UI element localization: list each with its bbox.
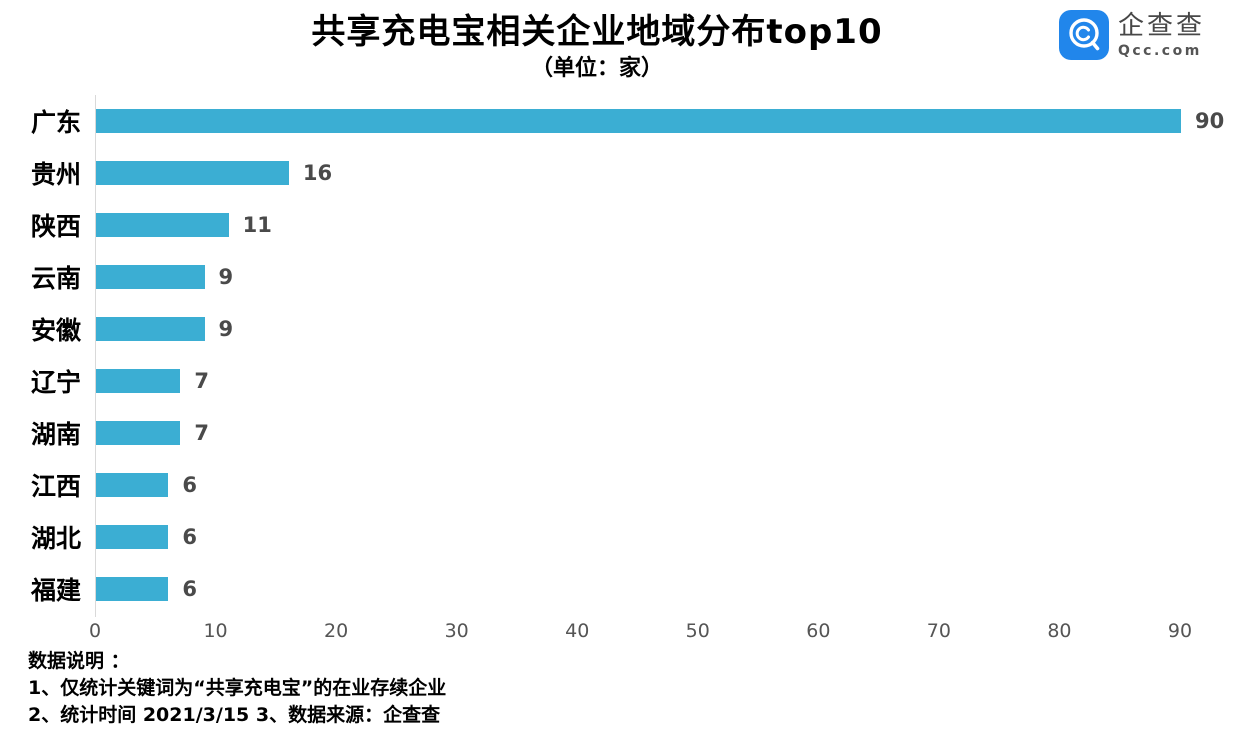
bar-track: 6 xyxy=(96,525,1244,549)
bar-row: 安徽 9 xyxy=(0,303,1244,355)
bar-row: 广东 90 xyxy=(0,95,1244,147)
bar-rows: 广东 90 贵州 16 陕西 11 云南 9 安徽 9 辽宁 7 湖南 7 江西 6 湖北 6 福建 6 xyxy=(0,95,1244,615)
category-label: 安徽 xyxy=(30,316,81,345)
bar-track: 6 xyxy=(96,577,1244,601)
bar xyxy=(96,161,289,185)
category-label: 湖北 xyxy=(30,524,81,553)
qcc-logo-text: 企查查 Qcc.com xyxy=(1118,11,1205,60)
bar-row: 辽宁 7 xyxy=(0,355,1244,407)
value-label: 9 xyxy=(218,317,234,341)
category-label: 湖南 xyxy=(30,420,81,449)
x-tick-label: 20 xyxy=(324,620,349,642)
bar-row: 湖北 6 xyxy=(0,511,1244,563)
bar xyxy=(96,317,205,341)
bar xyxy=(96,525,169,549)
bar xyxy=(96,577,169,601)
bar-row: 贵州 16 xyxy=(0,147,1244,199)
bar xyxy=(96,473,169,497)
bar-row: 云南 9 xyxy=(0,251,1244,303)
value-label: 90 xyxy=(1195,109,1225,133)
x-tick-label: 30 xyxy=(444,620,469,642)
qcc-logo-name-cn: 企查查 xyxy=(1117,10,1205,41)
bar-row: 陕西 11 xyxy=(0,199,1244,251)
bar-chart: 广东 90 贵州 16 陕西 11 云南 9 安徽 9 辽宁 7 湖南 7 江西 6 湖北 6 福建 6 xyxy=(0,95,1244,617)
bar-row: 江西 6 xyxy=(0,459,1244,511)
value-label: 6 xyxy=(182,577,197,601)
value-label: 7 xyxy=(194,369,209,393)
bar-track: 9 xyxy=(96,265,1244,289)
qcc-logo: 企查查 Qcc.com xyxy=(1058,10,1205,60)
data-notes: 数据说明 ： 1、仅统计关键词为“共享充电宝”的在业存续企业 2、统计时间 2021… xyxy=(28,648,446,729)
value-label: 7 xyxy=(194,421,209,445)
category-label: 云南 xyxy=(30,264,81,293)
bar xyxy=(96,109,1181,133)
x-tick-label: 60 xyxy=(806,620,831,642)
bar-track: 11 xyxy=(96,213,1244,237)
value-label: 11 xyxy=(242,213,272,237)
x-tick-label: 90 xyxy=(1167,620,1193,642)
bar-track: 90 xyxy=(96,109,1244,133)
x-tick-label: 0 xyxy=(88,620,102,642)
y-axis-line xyxy=(95,95,96,617)
bar-track: 16 xyxy=(96,161,1244,185)
bar-track: 7 xyxy=(96,421,1244,445)
data-note-line: 1、仅统计关键词为“共享充电宝”的在业存续企业 xyxy=(28,677,447,699)
value-label: 6 xyxy=(182,473,197,497)
value-label: 9 xyxy=(218,265,234,289)
bar xyxy=(96,369,181,393)
category-label: 陕西 xyxy=(30,212,81,241)
category-label: 辽宁 xyxy=(30,368,81,397)
value-label: 6 xyxy=(182,525,197,549)
bar-track: 9 xyxy=(96,317,1244,341)
bar-row: 湖南 7 xyxy=(0,407,1244,459)
x-tick-label: 70 xyxy=(926,620,951,642)
bar-track: 7 xyxy=(96,369,1244,393)
data-note-line: 数据说明 ： xyxy=(28,650,130,672)
data-note-line: 2、统计时间 2021/3/15 3、数据来源：企查查 xyxy=(28,704,441,726)
value-label: 16 xyxy=(302,161,333,185)
page-subtitle: （单位：家） xyxy=(530,56,663,81)
qcc-logo-name-en: Qcc.com xyxy=(1117,42,1202,59)
x-tick-label: 80 xyxy=(1047,620,1072,642)
x-tick-label: 40 xyxy=(565,620,590,642)
bar-row: 福建 6 xyxy=(0,563,1244,615)
category-label: 广东 xyxy=(30,108,81,137)
category-label: 福建 xyxy=(30,576,81,605)
x-tick-label: 10 xyxy=(203,620,228,642)
bar xyxy=(96,213,229,237)
bar-track: 6 xyxy=(96,473,1244,497)
x-tick-label: 50 xyxy=(685,620,710,642)
category-label: 江西 xyxy=(30,472,81,501)
x-axis: 0 10 20 30 40 50 60 70 80 90 xyxy=(0,618,1244,646)
qcc-logo-icon xyxy=(1058,10,1109,60)
page-title: 共享充电宝相关企业地域分布top10 xyxy=(311,12,883,52)
category-label: 贵州 xyxy=(30,160,81,189)
bar xyxy=(96,265,205,289)
bar xyxy=(96,421,181,445)
chart-header: 共享充电宝相关企业地域分布top10 （单位：家） xyxy=(0,10,1194,84)
